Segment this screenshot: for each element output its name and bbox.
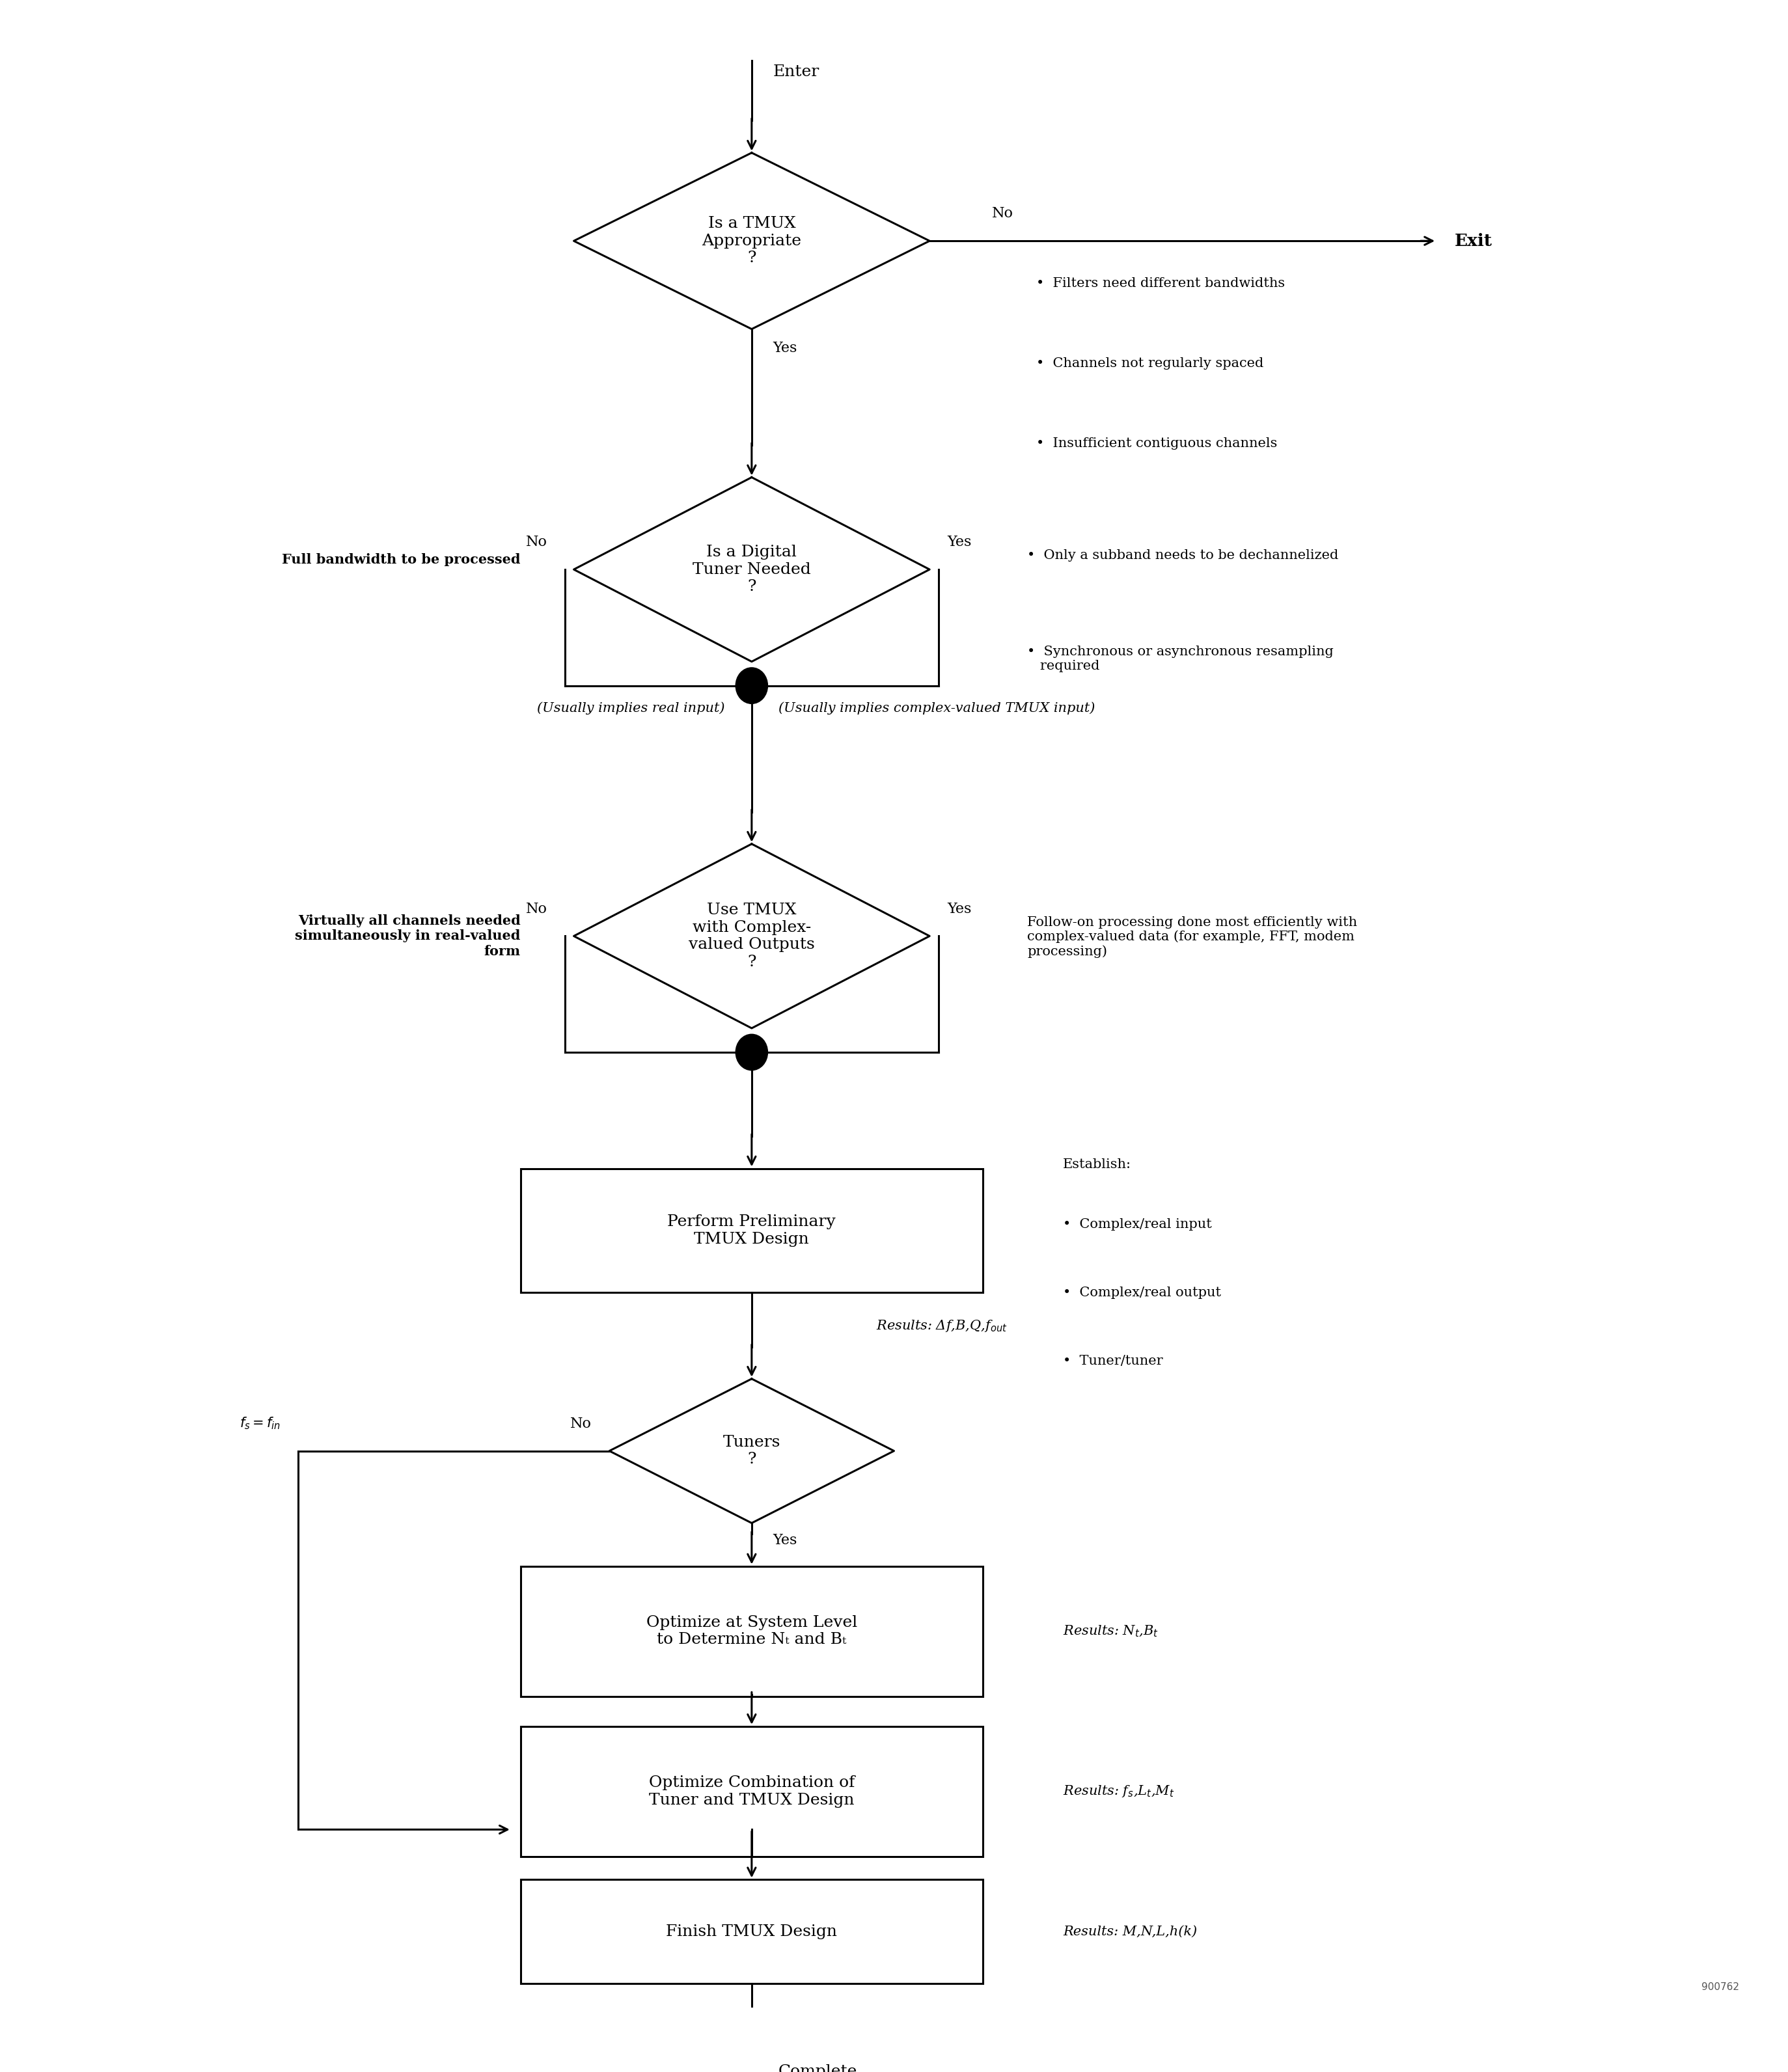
Text: (Usually implies real input): (Usually implies real input) xyxy=(536,702,724,715)
Text: Virtually all channels needed
simultaneously in real-valued
form: Virtually all channels needed simultaneo… xyxy=(295,914,520,957)
Text: •  Channels not regularly spaced: • Channels not regularly spaced xyxy=(1037,356,1264,369)
Text: •  Insufficient contiguous channels: • Insufficient contiguous channels xyxy=(1037,437,1277,450)
Text: No: No xyxy=(570,1417,592,1432)
Text: •  Filters need different bandwidths: • Filters need different bandwidths xyxy=(1037,278,1286,290)
Text: 900762: 900762 xyxy=(1700,1983,1740,1991)
Text: (Usually implies complex-valued TMUX input): (Usually implies complex-valued TMUX inp… xyxy=(778,702,1094,715)
Bar xyxy=(520,1169,983,1293)
Text: Finish TMUX Design: Finish TMUX Design xyxy=(667,1925,837,1939)
Text: •  Only a subband needs to be dechannelized: • Only a subband needs to be dechanneliz… xyxy=(1028,549,1339,562)
Text: Enter: Enter xyxy=(772,64,819,79)
Text: •  Tuner/tuner: • Tuner/tuner xyxy=(1064,1355,1162,1368)
Text: Establish:: Establish: xyxy=(1064,1158,1132,1171)
Text: Optimize Combination of
Tuner and TMUX Design: Optimize Combination of Tuner and TMUX D… xyxy=(649,1776,855,1807)
Text: •  Complex/real output: • Complex/real output xyxy=(1064,1287,1221,1299)
Text: Exit: Exit xyxy=(1454,232,1493,249)
Bar xyxy=(520,1879,983,1983)
Text: Yes: Yes xyxy=(772,342,797,356)
Text: $f_s = f_{in}$: $f_s = f_{in}$ xyxy=(240,1415,281,1432)
Bar xyxy=(520,1726,983,1857)
Text: Yes: Yes xyxy=(948,535,971,549)
Text: Follow-on processing done most efficiently with
complex-valued data (for example: Follow-on processing done most efficient… xyxy=(1028,916,1357,957)
Text: Results: f$_s$,L$_t$,M$_t$: Results: f$_s$,L$_t$,M$_t$ xyxy=(1064,1784,1175,1798)
Text: Use TMUX
with Complex-
valued Outputs
?: Use TMUX with Complex- valued Outputs ? xyxy=(688,903,815,970)
Text: Optimize at System Level
to Determine Nₜ and Bₜ: Optimize at System Level to Determine Nₜ… xyxy=(645,1614,856,1647)
Text: Is a TMUX
Appropriate
?: Is a TMUX Appropriate ? xyxy=(703,215,801,265)
Text: No: No xyxy=(526,901,547,916)
Text: Is a Digital
Tuner Needed
?: Is a Digital Tuner Needed ? xyxy=(692,545,810,595)
Text: Yes: Yes xyxy=(772,1533,797,1548)
Text: •  Synchronous or asynchronous resampling
   required: • Synchronous or asynchronous resampling… xyxy=(1028,646,1334,671)
Text: Results: M,N,L,h(k): Results: M,N,L,h(k) xyxy=(1064,1925,1198,1937)
Text: Tuners
?: Tuners ? xyxy=(722,1434,780,1467)
Text: No: No xyxy=(526,535,547,549)
Text: No: No xyxy=(992,207,1014,222)
Text: Full bandwidth to be processed: Full bandwidth to be processed xyxy=(283,553,520,566)
Text: •  Complex/real input: • Complex/real input xyxy=(1064,1218,1212,1231)
Text: Perform Preliminary
TMUX Design: Perform Preliminary TMUX Design xyxy=(667,1214,837,1247)
Bar xyxy=(520,1566,983,1697)
Text: Complete: Complete xyxy=(778,2064,858,2072)
Circle shape xyxy=(735,1034,767,1071)
Text: Results: N$_t$,B$_t$: Results: N$_t$,B$_t$ xyxy=(1064,1624,1159,1639)
Circle shape xyxy=(735,667,767,704)
Text: Results: Δf,B,Q,f$_{out}$: Results: Δf,B,Q,f$_{out}$ xyxy=(876,1318,1007,1332)
Text: Yes: Yes xyxy=(948,901,971,916)
